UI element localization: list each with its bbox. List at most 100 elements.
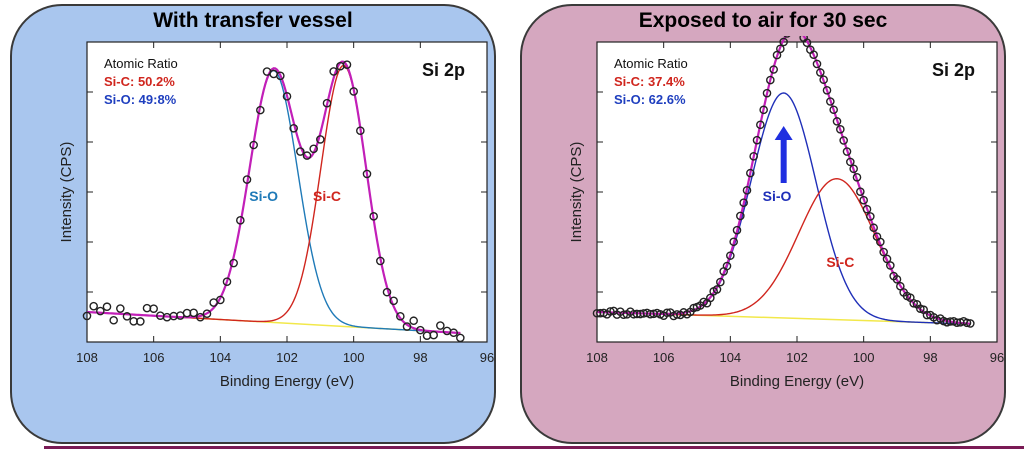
- atomic-ratio-line: Si-O: 62.6%: [614, 92, 686, 107]
- data-point: [409, 316, 418, 326]
- data-point: [769, 65, 778, 74]
- data-point: [222, 277, 232, 287]
- x-axis-label: Binding Energy (eV): [730, 373, 864, 390]
- data-point: [102, 302, 112, 312]
- data-point: [826, 97, 835, 106]
- fit-envelope: [86, 60, 461, 335]
- peak-label-si-c: Si-C: [826, 254, 854, 270]
- panel-title: Exposed to air for 30 sec: [638, 9, 888, 32]
- data-point: [289, 123, 298, 133]
- data-point: [802, 38, 812, 47]
- data-point: [309, 144, 318, 154]
- data-point: [879, 247, 888, 257]
- data-point: [89, 301, 98, 311]
- data-point: [862, 204, 872, 214]
- data-point: [832, 117, 842, 126]
- data-point: [256, 105, 265, 115]
- data-point: [402, 322, 412, 331]
- data-point: [849, 164, 858, 174]
- data-point: [752, 135, 762, 145]
- data-point: [722, 261, 732, 271]
- x-tick-label: 102: [786, 350, 808, 365]
- data-point: [819, 75, 828, 85]
- x-tick-label: 104: [719, 350, 741, 365]
- y-axis-ticks: [87, 91, 487, 293]
- data-point: [729, 237, 738, 247]
- data-point: [216, 295, 225, 305]
- data-points: [82, 60, 465, 343]
- data-point: [846, 157, 855, 167]
- data-point: [706, 293, 715, 303]
- panel-exposed-to-air: Exposed to air for 30 sec 108 106 104 102 10…: [520, 4, 1006, 444]
- data-point: [322, 98, 332, 108]
- atomic-ratio-line: Si-C: 50.2%: [104, 74, 175, 89]
- bottom-divider: [44, 446, 1024, 449]
- x-tick-label: 98: [923, 350, 937, 365]
- y-axis-label: Intensity (CPS): [568, 142, 585, 243]
- data-point: [776, 44, 785, 54]
- data-point: [236, 216, 245, 225]
- data-points: [592, 36, 975, 328]
- data-point: [742, 186, 752, 195]
- data-point: [756, 120, 765, 130]
- data-point: [189, 308, 198, 318]
- peak-label-si-c: Si-C: [313, 188, 341, 204]
- data-point: [842, 147, 852, 156]
- data-point: [876, 237, 885, 247]
- data-point: [136, 317, 145, 326]
- data-point: [349, 87, 358, 96]
- data-point: [762, 88, 772, 98]
- peak-label-si-o: Si-O: [763, 188, 792, 204]
- data-point: [416, 325, 425, 335]
- data-point: [892, 274, 902, 284]
- data-point: [282, 92, 292, 101]
- data-point: [859, 195, 868, 205]
- data-point: [732, 225, 742, 235]
- fit-envelope: [596, 36, 971, 325]
- data-point: [249, 140, 258, 150]
- increase-arrow-head: [774, 126, 793, 140]
- x-tick-label: 108: [76, 350, 98, 365]
- data-point: [852, 172, 862, 182]
- data-point: [962, 318, 972, 328]
- atomic-ratio-heading: Atomic Ratio: [104, 56, 178, 71]
- data-point: [376, 256, 385, 266]
- data-point: [316, 135, 325, 144]
- data-point: [726, 251, 735, 260]
- data-point: [886, 261, 895, 270]
- y-axis-ticks: [597, 91, 997, 293]
- data-point: [746, 168, 755, 178]
- data-point: [716, 277, 725, 287]
- x-tick-label: 104: [209, 350, 231, 365]
- x-tick-label: 106: [143, 350, 165, 365]
- data-point: [736, 211, 745, 221]
- data-point: [822, 85, 832, 95]
- data-point: [342, 60, 352, 69]
- data-point: [836, 125, 845, 134]
- data-point: [809, 50, 818, 59]
- data-point: [276, 71, 285, 81]
- data-point: [619, 310, 628, 320]
- data-point: [196, 312, 205, 322]
- data-point: [229, 258, 238, 268]
- data-point: [149, 304, 158, 313]
- data-point: [389, 296, 398, 306]
- panel-with-transfer-vessel: With transfer vessel 108 106 104 102 100 98 96…: [10, 4, 496, 444]
- data-point: [766, 75, 775, 85]
- panel-title: With transfer vessel: [153, 9, 353, 32]
- data-point: [356, 126, 365, 136]
- data-point: [829, 105, 838, 115]
- data-point: [382, 287, 392, 297]
- peak-label-si-o: Si-O: [249, 188, 278, 204]
- x-tick-label: 108: [586, 350, 608, 365]
- data-point: [116, 304, 125, 313]
- data-point: [202, 309, 212, 319]
- xps-chart-with-transfer-vessel: 108 106 104 102 100 98 96 Binding Energy (eV) In…: [58, 41, 494, 390]
- x-tick-label: 98: [413, 350, 427, 365]
- x-tick-label: 96: [990, 350, 1004, 365]
- data-point: [329, 67, 338, 76]
- data-point: [96, 306, 105, 316]
- data-point: [302, 151, 312, 160]
- data-point: [369, 212, 378, 221]
- data-point: [882, 254, 892, 264]
